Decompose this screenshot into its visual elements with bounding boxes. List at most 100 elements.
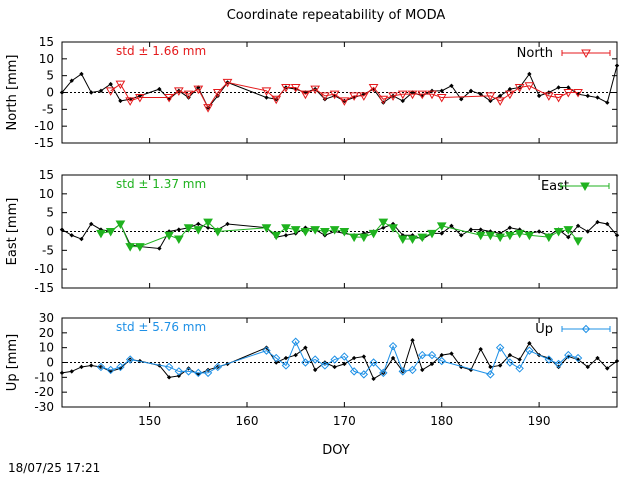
data-point-all — [449, 351, 454, 356]
data-point-east — [349, 233, 359, 243]
data-point-all — [468, 88, 474, 94]
data-point-north — [105, 87, 116, 96]
data-point-all — [478, 91, 483, 97]
data-point-all — [488, 229, 493, 234]
y-tick-label: -20 — [34, 385, 54, 399]
data-point-north — [271, 95, 282, 105]
legend-label: North — [517, 46, 553, 61]
data-point-all — [449, 83, 454, 88]
data-point-up — [125, 355, 135, 364]
data-point-north — [261, 87, 272, 96]
data-point-up — [281, 361, 291, 370]
data-point-all — [429, 361, 435, 367]
data-point-up — [349, 367, 359, 376]
data-point-up — [194, 368, 203, 378]
data-point-all — [605, 366, 610, 371]
data-point-all — [488, 364, 493, 370]
y-tick-label: 0 — [46, 225, 54, 239]
data-point-all — [89, 363, 94, 368]
y-tick-label: 10 — [39, 341, 54, 355]
data-point-east — [388, 224, 398, 233]
data-point-up — [564, 350, 573, 360]
y-tick-label: -15 — [34, 136, 54, 150]
data-point-east — [173, 235, 184, 245]
data-point-north — [281, 83, 291, 93]
y-tick-label: -10 — [34, 119, 54, 133]
y-tick-label: 15 — [39, 168, 54, 182]
data-point-up — [203, 368, 213, 378]
data-point-east — [505, 231, 515, 241]
data-point-all — [89, 90, 94, 95]
data-point-all — [449, 223, 454, 229]
data-point-east — [164, 231, 174, 241]
data-point-north — [135, 94, 145, 103]
x-tick-label: 180 — [430, 414, 453, 428]
data-point-north — [183, 90, 194, 100]
data-point-north — [310, 85, 321, 95]
data-point-all — [566, 85, 571, 90]
data-point-all — [585, 364, 590, 370]
data-point-north — [212, 89, 223, 98]
y-tick-label: -30 — [34, 400, 54, 414]
data-point-all — [274, 360, 279, 365]
data-point-all — [439, 88, 444, 94]
data-point-all — [400, 98, 405, 104]
data-point-all — [595, 355, 600, 361]
data-point-north — [543, 92, 554, 101]
data-point-east — [115, 220, 126, 229]
data-point-east — [378, 218, 389, 228]
data-point-all — [342, 361, 347, 367]
y-axis-label: North [mm] — [5, 55, 20, 131]
data-point-north — [222, 78, 233, 88]
x-tick-label: 150 — [138, 414, 161, 428]
data-point-all — [517, 357, 522, 362]
data-point-east — [475, 231, 486, 241]
data-point-north — [407, 90, 418, 100]
data-point-east — [212, 228, 223, 237]
data-point-all — [536, 229, 542, 234]
data-point-all — [595, 219, 600, 225]
x-tick-label: 190 — [528, 414, 551, 428]
data-point-up — [554, 359, 563, 369]
data-point-north — [397, 90, 408, 100]
data-point-north — [563, 89, 574, 98]
data-point-up — [573, 353, 583, 363]
y-tick-label: 0 — [46, 356, 54, 370]
data-point-all — [439, 352, 444, 358]
y-tick-label: -15 — [34, 281, 54, 295]
data-point-all — [478, 227, 483, 232]
y-tick-label: -10 — [34, 370, 54, 384]
data-point-east — [495, 233, 506, 243]
data-point-all — [59, 90, 65, 95]
data-point-east — [417, 233, 428, 243]
data-point-all — [575, 223, 581, 229]
y-tick-label: -5 — [42, 243, 54, 257]
data-point-north — [173, 87, 184, 96]
data-point-all — [89, 221, 94, 227]
data-point-all — [605, 100, 610, 105]
data-point-east — [436, 222, 447, 231]
data-point-up — [320, 361, 330, 370]
data-point-east — [105, 228, 116, 237]
data-point-all — [303, 225, 308, 230]
data-point-up — [505, 358, 515, 367]
data-point-east — [135, 243, 145, 252]
data-point-up — [330, 355, 339, 364]
data-point-east — [553, 228, 564, 237]
data-point-up — [184, 367, 193, 376]
data-point-all — [196, 221, 201, 227]
y-tick-label: -10 — [34, 262, 54, 276]
data-point-up — [486, 370, 495, 379]
y-tick-label: 30 — [39, 311, 54, 325]
data-point-east — [183, 224, 194, 233]
data-point-up — [96, 362, 106, 372]
data-point-north — [358, 92, 369, 101]
data-point-all — [507, 225, 513, 230]
data-point-up — [379, 368, 388, 378]
legend-marker — [580, 182, 590, 192]
data-point-north — [329, 90, 340, 100]
data-point-east — [310, 226, 321, 235]
data-point-all — [488, 98, 493, 104]
data-point-all — [98, 227, 104, 232]
